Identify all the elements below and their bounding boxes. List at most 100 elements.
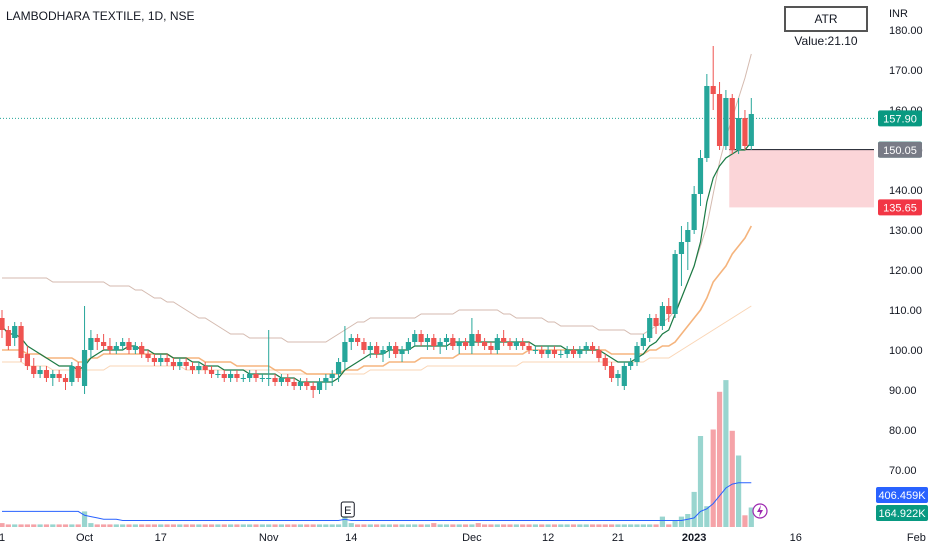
atr-value-box: ATR Value:21.10 xyxy=(784,6,868,48)
candle-body xyxy=(545,350,551,354)
candle-body xyxy=(615,374,621,378)
volume-bar xyxy=(37,524,43,527)
candle-body xyxy=(748,114,754,146)
volume-bar xyxy=(659,516,665,527)
candle-body xyxy=(666,306,672,314)
volume-bar xyxy=(564,524,570,527)
candle-body xyxy=(609,366,615,378)
candle-body xyxy=(570,350,577,354)
candle-body xyxy=(43,370,50,378)
y-tick-label: 120.00 xyxy=(889,265,923,277)
volume-bar xyxy=(335,524,342,527)
candle-body xyxy=(323,378,329,382)
volume-bar xyxy=(596,524,602,527)
volume-bar xyxy=(488,524,494,527)
candle-body xyxy=(120,342,126,346)
volume-bar xyxy=(456,524,462,527)
volume-bar xyxy=(539,524,545,527)
candle-body xyxy=(647,318,653,338)
volume-bar xyxy=(704,506,710,527)
x-tick-label: Nov xyxy=(259,532,279,544)
candle-body xyxy=(126,342,132,350)
candle-body xyxy=(113,346,119,350)
volume-bar xyxy=(145,524,151,527)
volume-bar xyxy=(132,524,138,527)
volume-bar xyxy=(31,524,37,527)
x-tick-label: Oct xyxy=(76,532,93,544)
candle-body xyxy=(640,338,646,346)
volume-avg-line xyxy=(2,482,752,521)
volume-bar xyxy=(462,524,469,527)
candle-body xyxy=(501,338,507,342)
y-tick-label: 130.00 xyxy=(889,225,923,237)
volume-bar xyxy=(94,524,100,527)
candle-body xyxy=(31,366,37,374)
price-axis: 180.00170.00160.00150.00140.00130.00120.… xyxy=(876,25,928,521)
x-tick-label: Feb xyxy=(907,532,926,544)
volume-bar xyxy=(310,524,316,527)
candle-body xyxy=(107,346,113,350)
volume-bar xyxy=(609,524,615,527)
candle-body xyxy=(196,366,202,370)
volume-bar xyxy=(589,524,596,527)
candle-body xyxy=(285,378,291,382)
candle-body xyxy=(589,346,596,350)
volume-bar xyxy=(507,524,513,527)
volume-bar xyxy=(285,524,291,527)
volume-bar xyxy=(196,524,202,527)
volume-bar xyxy=(710,429,716,527)
volume-bar xyxy=(482,524,488,527)
candle-body xyxy=(532,350,538,351)
candle-body xyxy=(659,306,665,326)
volume-bar xyxy=(43,524,50,527)
candle-body xyxy=(475,334,481,342)
candle-body xyxy=(704,86,710,158)
volume-bar xyxy=(380,524,386,527)
zone-rect xyxy=(729,149,874,208)
candle-body xyxy=(247,374,253,378)
volume-bar xyxy=(602,524,608,527)
price-tag xyxy=(878,199,922,216)
volume-bar xyxy=(424,524,431,527)
candle-body xyxy=(75,366,81,378)
candle-body xyxy=(431,338,437,346)
candle-body xyxy=(380,350,386,354)
candle-body xyxy=(81,350,88,386)
y-tick-label: 170.00 xyxy=(889,65,923,77)
candle-body xyxy=(729,98,735,150)
volume-bar xyxy=(183,524,189,527)
candle-body xyxy=(221,374,227,378)
price-tag-label: 135.65 xyxy=(883,202,917,214)
volume-bar xyxy=(0,523,5,527)
band-lower-line xyxy=(2,305,752,375)
candle-body xyxy=(240,378,246,379)
volume-bar xyxy=(551,524,558,527)
volume-bar xyxy=(412,524,418,527)
candle-body xyxy=(183,362,189,366)
candle-body xyxy=(488,346,494,350)
candle-body xyxy=(69,366,75,382)
volume-bar xyxy=(348,523,354,527)
volume-bar xyxy=(450,524,456,527)
y-tick-label: 100.00 xyxy=(889,345,923,357)
x-tick-label: 1 xyxy=(0,532,5,544)
candle-body xyxy=(393,346,399,354)
candle-body xyxy=(335,362,342,374)
candle-body xyxy=(316,382,323,390)
candle-body xyxy=(272,378,278,382)
volume-bar xyxy=(628,524,634,527)
candle-body xyxy=(24,354,30,366)
candle-body xyxy=(418,334,424,342)
volume-bar xyxy=(653,524,659,527)
volume-bar xyxy=(18,524,24,527)
candle-body xyxy=(462,342,469,346)
volume-bar xyxy=(189,524,196,527)
candle-body xyxy=(266,378,272,379)
volume-bar xyxy=(640,524,646,527)
volume-bar xyxy=(228,524,234,527)
volume-bar xyxy=(501,524,507,527)
candle-body xyxy=(507,342,513,346)
volume-bar xyxy=(297,524,304,527)
volume-bar xyxy=(475,523,481,527)
